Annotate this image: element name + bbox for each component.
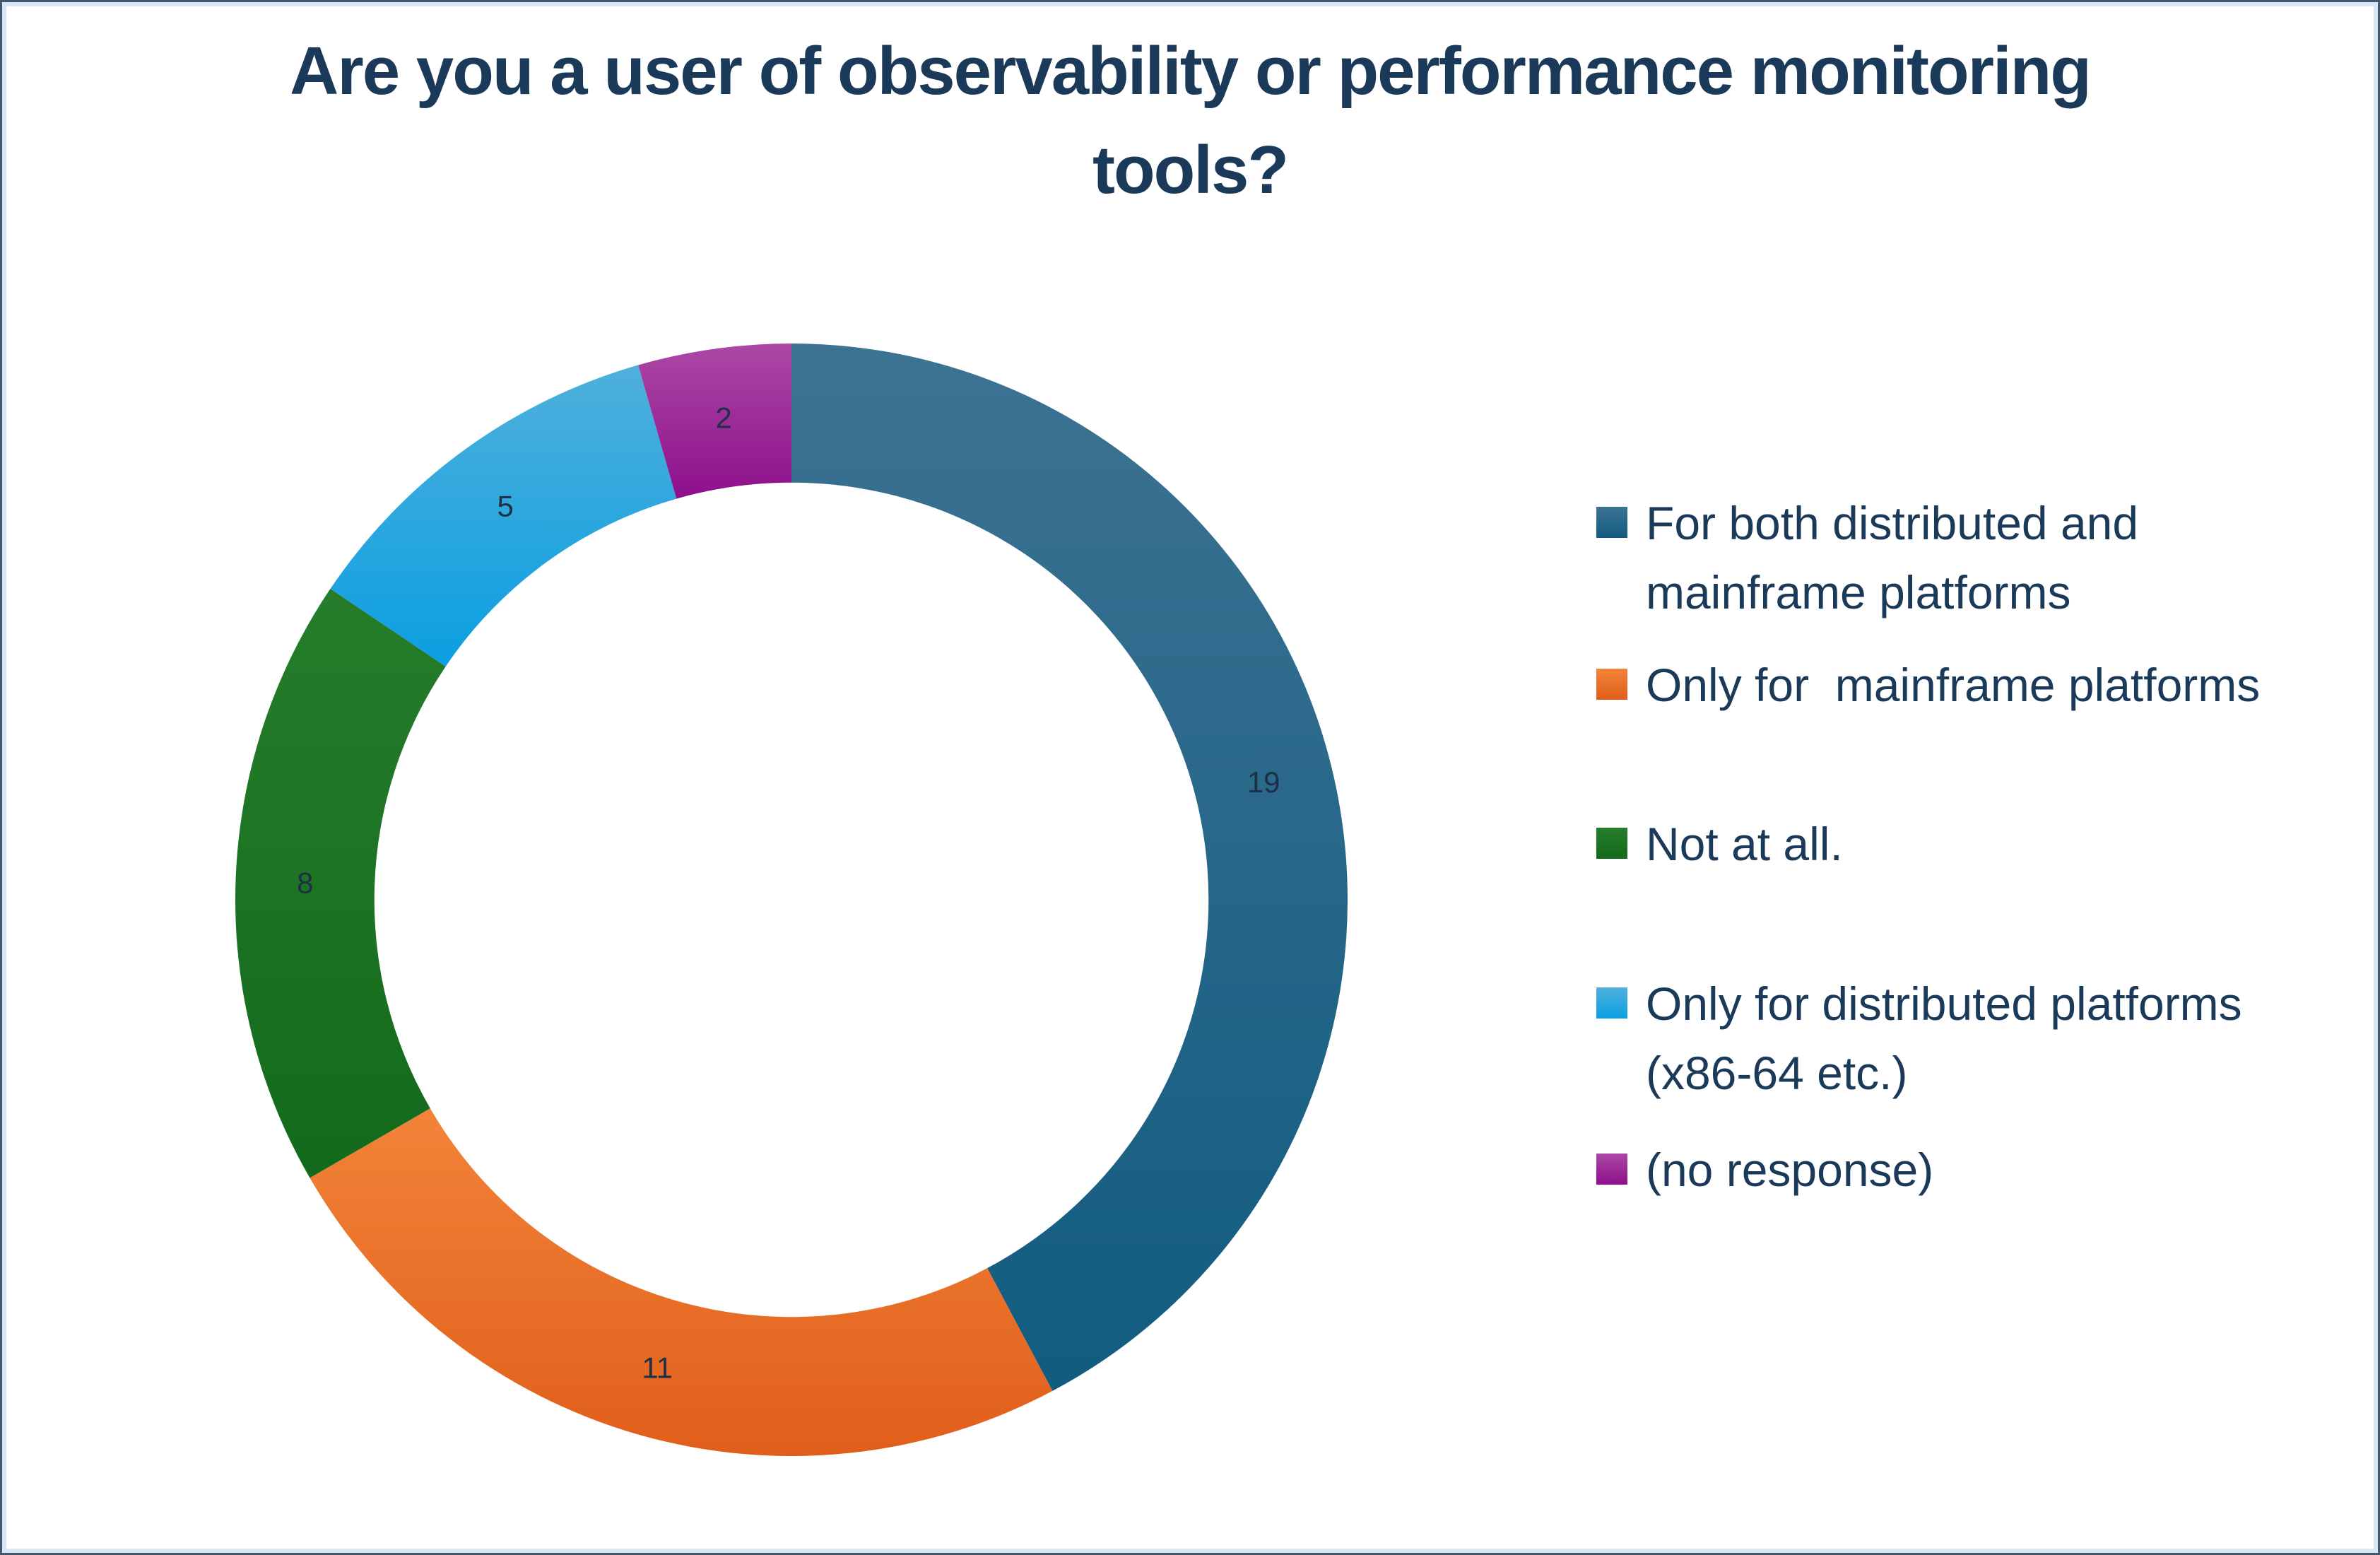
legend-swatch-no-response (1596, 1154, 1627, 1185)
chart-title: Are you a user of observability or perfo… (290, 33, 2092, 208)
legend-item-only-mainframe: Only for mainframe platforms (1596, 650, 2260, 720)
donut-slice-2 (235, 588, 446, 1178)
legend-label: Only for mainframe platforms (1646, 659, 2261, 711)
data-label-4: 2 (716, 401, 732, 435)
donut-slice-3 (330, 365, 677, 667)
legend-item-no-response: (no response) (1596, 1135, 1933, 1204)
donut-slice-0 (791, 344, 1348, 1391)
legend: For both distributed and mainframe platf… (1596, 2, 2378, 1553)
legend-label: For both distributed and mainframe platf… (1646, 497, 2139, 618)
data-label-0: 19 (1247, 765, 1280, 799)
donut-slice-4 (638, 344, 791, 499)
legend-item-only-distributed: Only for distributed platforms (x86-64 e… (1596, 969, 2242, 1108)
legend-swatch-only-mainframe (1596, 669, 1627, 700)
data-label-1: 11 (642, 1351, 673, 1384)
legend-item-both-platforms: For both distributed and mainframe platf… (1596, 488, 2138, 627)
donut-slice-1 (310, 1108, 1053, 1456)
legend-swatch-only-distributed (1596, 987, 1627, 1019)
legend-swatch-both-platforms (1596, 507, 1627, 538)
legend-swatch-not-at-all (1596, 828, 1627, 859)
data-label-3: 5 (497, 489, 514, 522)
legend-label: Only for distributed platforms (x86-64 e… (1646, 978, 2242, 1099)
data-label-2: 8 (297, 867, 313, 900)
legend-item-not-at-all: Not at all. (1596, 809, 1843, 879)
legend-label: Not at all. (1646, 818, 1843, 870)
legend-label: (no response) (1646, 1144, 1934, 1196)
